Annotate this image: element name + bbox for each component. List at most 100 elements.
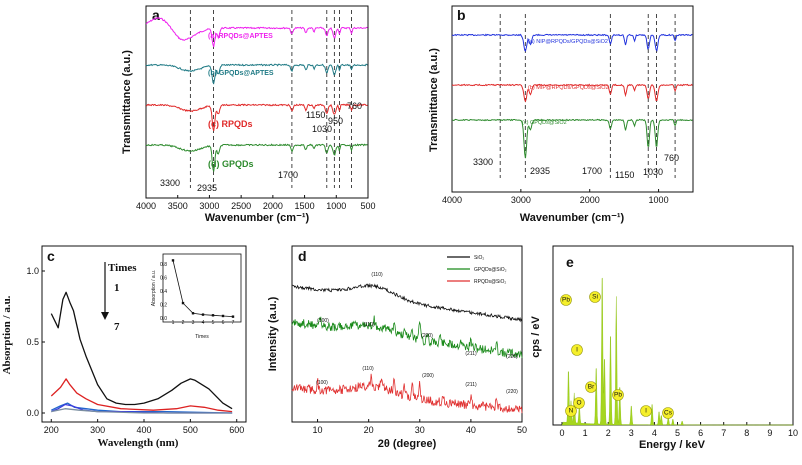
panel-e-element-marker [585, 381, 597, 393]
panel-c-series-line [50, 378, 233, 413]
panel-c-inset-ytick-label: 0.2 [160, 302, 167, 308]
panel-c-arrow-head [101, 312, 109, 320]
panel-e-element-label: O [576, 400, 581, 407]
panel-e-xtick-label: 0 [559, 428, 564, 438]
panel-c-inset-point [181, 301, 185, 305]
panel-a-xtick-label: 1000 [326, 201, 346, 211]
panel-c-inset-point [221, 314, 225, 318]
panel-d-xtick-label: 20 [364, 425, 374, 435]
panel-a-xtick-label: 3000 [199, 201, 219, 211]
panel-e-element-label: N [569, 408, 574, 415]
panel-c-ylabel: Absorption / a.u. [1, 295, 13, 374]
panel-e-xtick-label: 2 [606, 428, 611, 438]
panel-e-element-marker [565, 405, 577, 417]
panel-b-marker-label: 3300 [473, 157, 493, 167]
panel-b-xtick-label: 4000 [442, 195, 462, 205]
panel-c: c 200 300 400 500 600 0.0 0.5 1.0 Wavelength (n… [1, 245, 247, 449]
panel-d: d 10 20 30 40 50 SiO₂ GPQDs@SiO₂ RPQDs@SiO₂ (1… [267, 245, 527, 450]
panel-c-ytick-label: 1.0 [26, 266, 39, 276]
panel-c-inset-xtick-label: 5 [212, 320, 215, 326]
panel-c-inset-xtick-label: 1 [172, 320, 175, 326]
panel-e-element-marker [662, 407, 674, 419]
panel-b-marker-label: 1700 [582, 166, 602, 176]
panel-d-series-line [291, 282, 523, 323]
panel-b-ylabel: Transmittance (a.u.) [428, 48, 440, 152]
panel-a-legend-label: (a) RPQDs@APTES [208, 33, 273, 40]
panel-a-xtick-label: 3500 [168, 201, 188, 211]
panel-a-series-line [146, 103, 368, 132]
panel-d-peak-label: (200) [421, 333, 433, 339]
panel-b-xtick-label: 2000 [580, 195, 600, 205]
panel-b-legend-label: (a) NIP@RPQDs/GPQDs@SiO2 [528, 39, 608, 45]
panel-d-xtick-label: 10 [313, 425, 323, 435]
panel-b-frame [451, 5, 694, 193]
panel-e-xtick-label: 5 [675, 428, 680, 438]
panel-c-inset-point [231, 315, 235, 318]
panel-b: b 4000 3000 2000 1000 (a) NIP@RPQDs/GPQDs@S… [428, 5, 694, 224]
panel-d-xtick-label: 30 [415, 425, 425, 435]
panel-d-peak-label: (100) [316, 380, 328, 386]
panel-c-inset-point [191, 312, 195, 315]
panel-c-series-line [51, 408, 233, 414]
panel-e-element-label: Br [588, 384, 595, 391]
panel-b-marker-label: 760 [664, 153, 679, 163]
panel-e-spectrum [561, 277, 793, 426]
panel-e-element-marker [573, 397, 585, 409]
panel-c-inset-point [211, 314, 215, 317]
panel-a-marker-label: 1030 [312, 124, 332, 134]
panel-d-peak-label: (200) [422, 373, 434, 379]
panel-e-xtick-label: 3 [629, 428, 634, 438]
panel-d-peak-label: (211) [465, 351, 477, 357]
panel-e-element-marker [560, 294, 572, 306]
panel-c-annotation-last: 7 [114, 321, 120, 333]
panel-e-element-label: Cs [664, 410, 673, 417]
panel-d-xtick-label: 40 [466, 425, 476, 435]
panel-a-marker-label: 760 [347, 101, 362, 111]
panel-c-series-line [51, 402, 233, 414]
panel-d-peak-label: (220) [506, 389, 518, 395]
panel-e-xtick-label: 1 [583, 428, 588, 438]
panel-c-xtick-label: 500 [183, 425, 198, 435]
panel-c-inset-ylabel: Absorption / a.u. [151, 270, 157, 306]
panel-e-xtick-label: 7 [721, 428, 726, 438]
panel-c-inset-xtick-label: 3 [192, 320, 195, 326]
panel-c-inset-ytick-label: 0.0 [160, 316, 167, 322]
panel-e-element-label: Si [592, 294, 598, 301]
panel-a-letter: a [152, 7, 160, 23]
panel-c-series-line [51, 403, 233, 414]
panel-b-marker-label: 1150 [615, 170, 634, 180]
panel-d-letter: d [298, 248, 307, 264]
panel-e-frame [552, 245, 794, 426]
panel-e-ylabel: cps / eV [530, 316, 542, 358]
panel-a-marker-label: 3300 [160, 178, 180, 188]
panel-a-xtick-label: 4000 [136, 201, 156, 211]
panel-d-peak-label: (110) [371, 272, 383, 278]
panel-c-annotation-times: Times [108, 262, 137, 274]
panel-d-series-line [291, 373, 523, 414]
panel-e-element-label: I [576, 347, 578, 354]
panel-a-xtick-label: 2500 [231, 201, 251, 211]
panel-c-inset-point [201, 313, 205, 316]
panel-a: a 4000 3500 3000 2500 2000 1500 1000 500 (a) RP… [121, 5, 376, 224]
panel-a-series-line [145, 143, 368, 172]
panel-d-peak-label: (100) [317, 318, 329, 324]
panel-e-xtick-label: 8 [744, 428, 749, 438]
panel-b-series-line [451, 33, 693, 53]
panel-e-xtick-label: 6 [698, 428, 703, 438]
panel-e-letter: e [566, 254, 574, 270]
panel-c-xtick-label: 400 [136, 425, 151, 435]
panel-b-series-line [451, 83, 693, 103]
panel-d-legend-label: RPQDs@SiO₂ [474, 279, 506, 285]
panel-a-xtick-label: 2000 [263, 201, 283, 211]
panel-e-element-marker [640, 405, 652, 417]
panel-c-inset-frame [162, 253, 242, 323]
panel-d-frame [291, 245, 523, 423]
panel-b-legend-label: (b) MIP@RPQDs/GPQDs@SiO2 [528, 85, 609, 91]
panel-c-inset-xtick-label: 7 [232, 320, 235, 326]
panel-c-ytick-label: 0.5 [26, 337, 39, 347]
panel-a-legend-label: (b) GPQDs@APTES [208, 70, 274, 77]
panel-c-ytick-label: 0.0 [26, 408, 39, 418]
panel-b-series-line [451, 118, 693, 159]
panel-a-marker-label: 950 [328, 116, 343, 126]
